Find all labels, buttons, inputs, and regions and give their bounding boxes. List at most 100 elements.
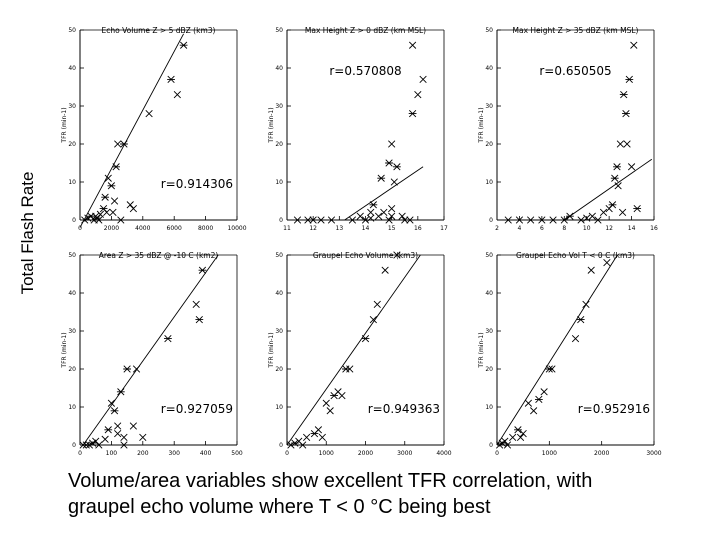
panel-1-point-11 <box>112 163 121 171</box>
panel-3-correlation: r=0.650505 <box>539 64 611 78</box>
panel-3-y-tick-label-5: 50 <box>485 27 493 34</box>
panel-3: 2 4 6 8 10 12 14 16 0 10 20 30 40 50 Max Height Z > 35… <box>478 26 658 232</box>
panel-1-point-23 <box>95 216 103 224</box>
panel-5-point-17 <box>373 300 381 309</box>
panel-2-x-tick-label-5: 16 <box>414 225 422 232</box>
panel-5-point-8 <box>322 399 330 407</box>
panel-3-point-7 <box>577 216 585 224</box>
panel-6-x-tick-label-3: 3000 <box>646 450 661 457</box>
panel-5-point-19 <box>393 251 401 259</box>
panel-4-point-14 <box>129 422 137 430</box>
panel-3-y-tick-label-0: 0 <box>489 217 493 224</box>
panel-3-point-9 <box>588 212 596 220</box>
panel-5-y-tick-label-2: 20 <box>275 366 283 373</box>
panel-2-correlation: r=0.570808 <box>329 64 401 78</box>
panel-5-x-tick-label-2: 2000 <box>358 450 373 457</box>
panel-6-point-7 <box>519 429 527 438</box>
panel-6-y-tick-label-5: 50 <box>485 252 493 259</box>
panel-6-point-10 <box>534 395 543 404</box>
panel-5-correlation: r=0.949363 <box>368 402 440 416</box>
panel-3-point-13 <box>608 201 617 209</box>
panel-4-x-tick-label-5: 500 <box>231 450 243 457</box>
panel-4-point-7 <box>104 426 113 434</box>
panel-3-point-0 <box>504 216 512 224</box>
panel-6-point-15 <box>576 315 585 324</box>
panel-1-y-tick-label-0: 0 <box>72 217 76 224</box>
panel-5-y-tick-label-3: 30 <box>275 328 283 335</box>
panel-5-fit-line <box>286 254 421 446</box>
panel-2-point-5 <box>348 216 357 224</box>
panel-5-point-15 <box>361 334 370 343</box>
panel-3-point-21 <box>623 140 631 148</box>
panel-3-point-2 <box>527 216 535 224</box>
panel-6-y-tick-label-0: 0 <box>489 442 493 449</box>
panel-6-point-5 <box>514 426 522 434</box>
panel-3-point-24 <box>630 41 638 49</box>
panel-2-point-2 <box>309 216 317 224</box>
panel-6-y-tick-label-1: 10 <box>485 404 493 411</box>
panel-4-x-tick-label-3: 300 <box>168 450 180 457</box>
panel-3-point-14 <box>610 174 619 182</box>
panel-3-x-tick-label-6: 14 <box>628 225 636 232</box>
panel-5-x-tick-label-3: 3000 <box>397 450 412 457</box>
slide-caption: Volume/area variables show excellent TFR… <box>68 468 713 520</box>
panel-2-y-tick-label-4: 40 <box>275 65 283 72</box>
panel-1-point-8 <box>104 174 112 182</box>
panel-5-x-tick-label-1: 1000 <box>319 450 334 457</box>
panel-1-y-tick-label-2: 20 <box>68 141 76 148</box>
panel-6-point-11 <box>540 388 548 396</box>
panel-2-y-tick-label-5: 50 <box>275 27 283 34</box>
panel-4-y-label: TFR (min-1) <box>61 332 68 368</box>
panel-2-point-27 <box>388 212 396 220</box>
panel-5-point-13 <box>341 365 350 373</box>
panel-4-point-3 <box>88 439 97 447</box>
panel-3-y-tick-label-2: 20 <box>485 141 493 148</box>
panel-4-title: Area Z > 35 dBZ @ -10 C (km2) <box>99 251 219 260</box>
panel-1-fit-line <box>79 33 184 228</box>
panel-6-y-tick-label-2: 20 <box>485 366 493 373</box>
panel-2-point-10 <box>374 212 383 220</box>
panel-2-fit-line <box>344 166 424 221</box>
panel-4-y-tick-label-2: 20 <box>68 366 76 373</box>
panel-3-x-tick-label-5: 12 <box>605 225 613 232</box>
panel-1-point-0 <box>81 216 89 224</box>
panel-4-x-tick-label-0: 0 <box>78 450 82 457</box>
panel-2-y-label: TFR (min-1) <box>268 107 275 143</box>
panel-2-point-4 <box>327 216 336 224</box>
panel-3-y-label: TFR (min-1) <box>478 107 485 143</box>
panel-4-x-tick-label-4: 400 <box>200 450 212 457</box>
panel-2-point-1 <box>304 216 312 224</box>
panel-5-x-tick-label-4: 4000 <box>436 450 451 457</box>
panel-1-x-tick-label-5: 10000 <box>227 225 246 232</box>
panel-3-x-tick-label-1: 4 <box>518 225 522 232</box>
panel-3-point-1 <box>515 216 524 224</box>
panel-2-y-tick-label-2: 20 <box>275 141 283 148</box>
panel-2-point-20 <box>401 216 409 224</box>
panel-1-y-tick-label-4: 40 <box>68 65 76 72</box>
panel-2-point-15 <box>388 204 396 213</box>
panel-4-y-tick-label-1: 10 <box>68 404 76 411</box>
panel-4-point-19 <box>195 315 204 324</box>
panel-5: 0 1000 2000 3000 4000 0 10 20 30 40 50 Graupel Echo… <box>268 251 452 457</box>
panel-6-point-3 <box>503 441 512 449</box>
panel-2-x-tick-label-3: 14 <box>362 225 370 232</box>
panel-3-title: Max Height Z > 35 dBZ (km MSL) <box>513 26 639 35</box>
panel-5-point-18 <box>381 266 389 274</box>
panel-3-x-tick-label-7: 16 <box>650 225 658 232</box>
panel-3-point-8 <box>583 214 591 222</box>
panel-1-x-tick-label-4: 8000 <box>198 225 213 232</box>
panel-5-point-4 <box>303 433 311 442</box>
panel-1-point-19 <box>179 41 188 49</box>
panel-2-point-18 <box>393 163 401 171</box>
panel-3-x-tick-label-4: 10 <box>583 225 591 232</box>
panel-4-point-13 <box>123 365 131 373</box>
panel-6-point-16 <box>582 300 590 309</box>
panel-3-point-5 <box>560 216 568 224</box>
caption-line-1: Volume/area variables show excellent TFR… <box>68 470 593 492</box>
panel-6-correlation: r=0.952916 <box>578 402 650 416</box>
panel-4-y-tick-label-4: 40 <box>68 290 76 297</box>
panel-3-point-11 <box>599 208 608 217</box>
panel-6-point-14 <box>571 334 580 343</box>
panel-2-x-tick-label-4: 15 <box>388 225 396 232</box>
panel-2-point-9 <box>369 201 378 209</box>
